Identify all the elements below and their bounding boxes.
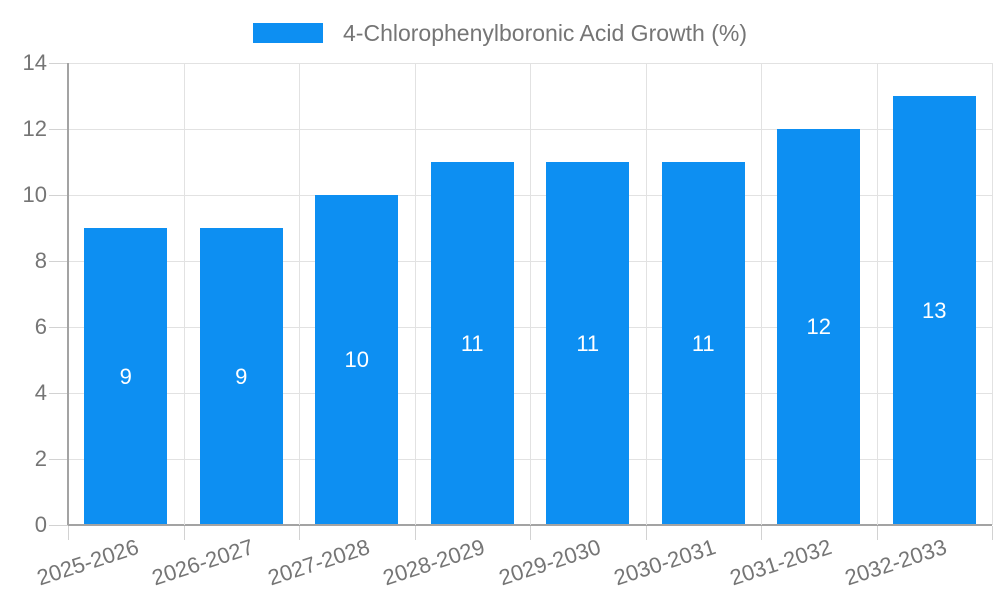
x-axis-line	[68, 524, 992, 526]
gridline-vertical	[530, 63, 531, 525]
bar-value-label: 13	[922, 297, 947, 323]
y-axis-tick-label: 6	[34, 314, 47, 339]
y-axis-tick	[49, 525, 68, 526]
y-axis-tick	[49, 459, 68, 460]
x-axis-category-label: 2026-2027	[148, 534, 257, 591]
bar-2030-2031[interactable]	[661, 162, 745, 524]
gridline-vertical	[992, 63, 993, 525]
bar-value-label: 12	[806, 314, 831, 339]
y-axis-tick	[49, 393, 68, 394]
x-axis-tick	[992, 526, 993, 540]
x-axis-category-label: 2027-2028	[264, 534, 373, 591]
y-axis-tick-label: 8	[34, 248, 47, 273]
x-axis-tick	[414, 526, 416, 540]
x-axis-tick	[68, 526, 69, 540]
gridline-vertical	[645, 63, 647, 525]
x-axis-tick	[761, 526, 762, 540]
bar-value-label: 11	[460, 330, 484, 356]
x-axis-category-label: 2032-2033	[841, 534, 950, 591]
y-axis-tick-label: 14	[22, 50, 47, 75]
x-axis-category-label: 2029-2030	[495, 534, 604, 591]
gridline-vertical	[299, 63, 300, 525]
gridline-vertical	[183, 63, 185, 525]
legend-label: 4-Chlorophenylboronic Acid Growth (%)	[343, 19, 747, 46]
x-axis-category-label: 2030-2031	[610, 534, 719, 591]
bar-2027-2028[interactable]	[315, 195, 399, 524]
bar-2029-2030[interactable]	[546, 162, 630, 524]
x-axis-tick	[530, 526, 531, 540]
gridline-vertical	[761, 63, 762, 525]
x-axis-category-label: 2028-2029	[379, 534, 488, 591]
x-axis-category-label: 2031-2032	[726, 534, 835, 591]
x-axis-tick	[183, 526, 185, 540]
x-axis-category-label: 2025-2026	[33, 534, 142, 591]
bar-2026-2027[interactable]	[199, 228, 283, 524]
bar-value-label: 11	[576, 330, 600, 356]
bar-2028-2029[interactable]	[430, 162, 514, 524]
legend-swatch	[253, 23, 324, 43]
y-axis-tick-label: 0	[34, 512, 47, 537]
bar-2025-2026[interactable]	[84, 228, 168, 524]
gridline-vertical	[876, 63, 878, 525]
x-axis-tick	[299, 526, 300, 540]
bar-value-label: 9	[235, 363, 248, 389]
x-axis-tick	[876, 526, 878, 540]
y-axis-tick-label: 4	[34, 380, 47, 405]
y-axis-line	[67, 63, 69, 525]
bar-value-label: 10	[344, 347, 369, 372]
legend[interactable]: 4-Chlorophenylboronic Acid Growth (%)	[0, 17, 1000, 49]
bar-2032-2033[interactable]	[892, 96, 976, 524]
y-axis-tick	[49, 261, 68, 262]
y-axis-tick-label: 2	[34, 446, 47, 471]
y-axis-tick	[49, 195, 68, 196]
y-axis-tick	[49, 129, 68, 130]
bar-value-label: 11	[691, 330, 715, 356]
y-axis-tick	[49, 327, 68, 328]
gridline-vertical	[414, 63, 416, 525]
x-axis-tick	[645, 526, 647, 540]
bar-2031-2032[interactable]	[777, 129, 861, 524]
bar-value-label: 9	[119, 363, 132, 389]
y-axis-tick-label: 10	[22, 182, 47, 207]
y-axis-tick	[49, 63, 68, 64]
y-axis-tick-label: 12	[22, 116, 47, 141]
